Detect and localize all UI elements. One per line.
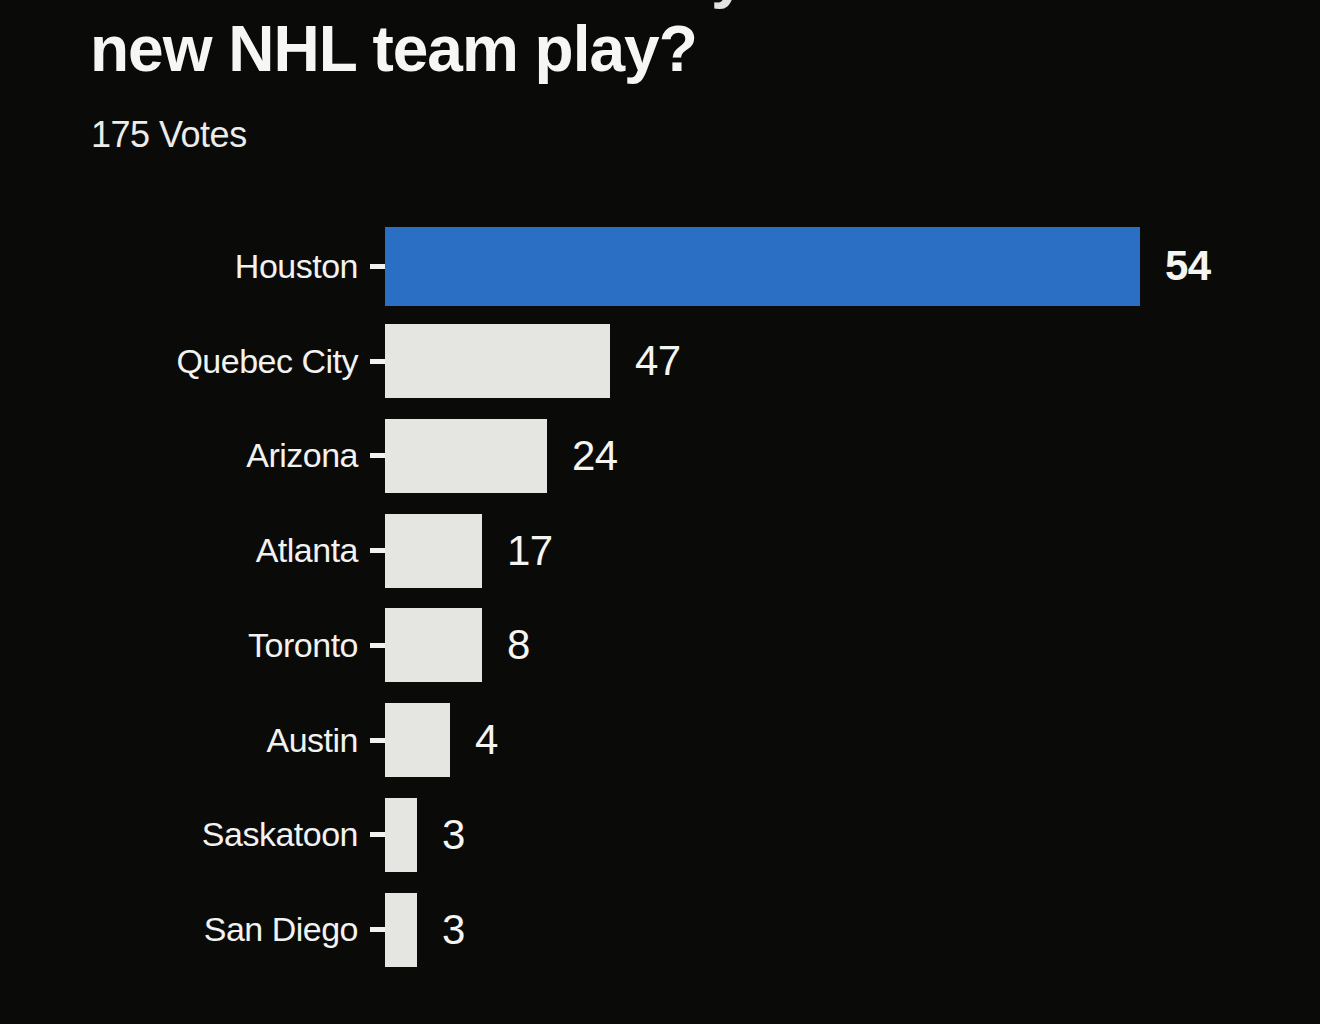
bar bbox=[385, 798, 417, 872]
axis-tick-zone bbox=[358, 264, 385, 269]
page-title-line1-cutoff: Where should the Coyotes' bbox=[90, 0, 887, 12]
bar bbox=[385, 608, 482, 682]
category-label: Arizona bbox=[0, 436, 358, 475]
axis-tick-zone bbox=[358, 832, 385, 837]
category-label: Atlanta bbox=[0, 531, 358, 570]
page-title-line2: new NHL team play? bbox=[90, 12, 887, 87]
axis-tick bbox=[370, 359, 385, 364]
bar bbox=[385, 514, 482, 588]
axis-tick bbox=[370, 738, 385, 743]
value-label: 47 bbox=[635, 337, 681, 385]
axis-tick-zone bbox=[358, 927, 385, 932]
vote-count-subtitle: 175 Votes bbox=[91, 114, 247, 156]
category-label: Quebec City bbox=[0, 342, 358, 381]
poll-bar-chart: Houston 54 Quebec City 47 Arizona 24 Atlanta 17… bbox=[0, 219, 1320, 977]
bar-row: Austin 4 bbox=[0, 693, 1320, 788]
category-label: Houston bbox=[0, 247, 358, 286]
axis-tick-zone bbox=[358, 453, 385, 458]
axis-tick bbox=[370, 453, 385, 458]
bar bbox=[385, 893, 417, 967]
axis-tick bbox=[370, 643, 385, 648]
axis-tick-zone bbox=[358, 643, 385, 648]
value-label: 24 bbox=[572, 432, 618, 480]
value-label: 3 bbox=[442, 811, 465, 859]
value-label: 17 bbox=[507, 527, 553, 575]
bar-row: Toronto 8 bbox=[0, 598, 1320, 693]
page-title: Where should the Coyotes' new NHL team p… bbox=[90, 0, 887, 87]
axis-tick-zone bbox=[358, 359, 385, 364]
category-label: San Diego bbox=[0, 910, 358, 949]
value-label: 8 bbox=[507, 621, 530, 669]
value-label: 54 bbox=[1165, 242, 1211, 290]
bar-row: Arizona 24 bbox=[0, 409, 1320, 504]
category-label: Toronto bbox=[0, 626, 358, 665]
bar bbox=[385, 227, 1140, 306]
axis-tick-zone bbox=[358, 548, 385, 553]
axis-tick bbox=[370, 832, 385, 837]
category-label: Austin bbox=[0, 721, 358, 760]
bar-row: San Diego 3 bbox=[0, 882, 1320, 977]
axis-tick bbox=[370, 548, 385, 553]
axis-tick bbox=[370, 264, 385, 269]
axis-tick bbox=[370, 927, 385, 932]
axis-tick-zone bbox=[358, 738, 385, 743]
bar-row: Atlanta 17 bbox=[0, 503, 1320, 598]
bar-row: Houston 54 bbox=[0, 219, 1320, 314]
bar-row: Saskatoon 3 bbox=[0, 788, 1320, 883]
poll-results-panel: Where should the Coyotes' new NHL team p… bbox=[0, 0, 1320, 1024]
value-label: 4 bbox=[475, 716, 498, 764]
category-label: Saskatoon bbox=[0, 815, 358, 854]
bar bbox=[385, 703, 450, 777]
bar bbox=[385, 324, 610, 398]
value-label: 3 bbox=[442, 906, 465, 954]
bar bbox=[385, 419, 547, 493]
bar-row: Quebec City 47 bbox=[0, 314, 1320, 409]
